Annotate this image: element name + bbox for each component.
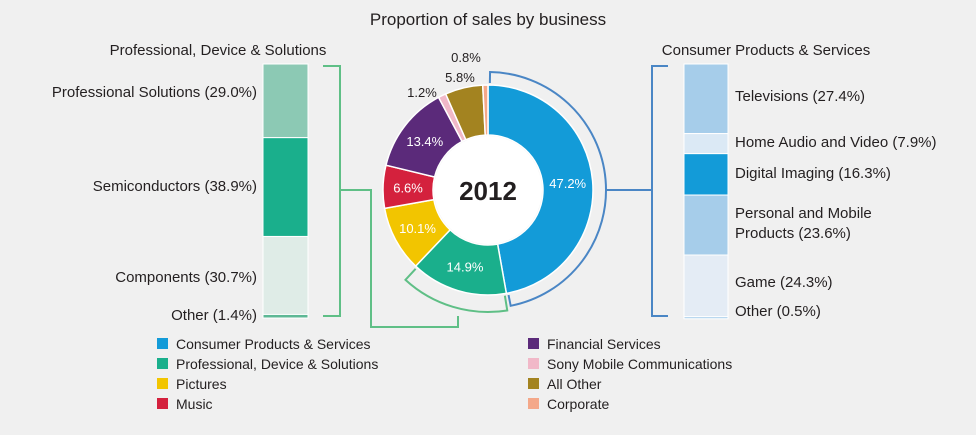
right-label-game-24-3: Game (24.3%) — [735, 274, 833, 291]
slice-consumer-products-services — [487, 84, 594, 295]
slice-label-all-other: 5.8% — [445, 70, 475, 85]
slice-label-financial-services: 13.4% — [406, 134, 443, 149]
consumer-arc-bracket — [488, 70, 607, 307]
donut-center — [434, 136, 542, 244]
right-bar-segment-digital-imaging-16-3 — [683, 153, 729, 196]
legend-label-financial-services: Financial Services — [547, 336, 661, 352]
right-bar-segment-home-audio-and-video-7-9 — [683, 133, 729, 155]
slice-corporate — [481, 84, 489, 136]
slice-label-sony-mobile-communications: 1.2% — [407, 85, 437, 100]
left-panel-title: Professional, Device & Solutions — [110, 42, 327, 59]
professional-panel-bracket — [323, 65, 341, 317]
legend-swatch-sony-mobile-communications — [528, 358, 539, 369]
legend-swatch-music — [157, 398, 168, 409]
legend-label-consumer-products-services: Consumer Products & Services — [176, 336, 371, 352]
slice-label-consumer-products-services: 47.2% — [549, 176, 586, 191]
legend-label-sony-mobile-communications: Sony Mobile Communications — [547, 356, 732, 372]
professional-arc-bracket — [404, 268, 509, 313]
left-label-other-1-4: Other (1.4%) — [171, 307, 257, 324]
legend-label-all-other: All Other — [547, 376, 602, 392]
right-bar-segment-personal-and-mobile-products-23-6 — [683, 194, 729, 256]
right-bar-segment-televisions-27-4 — [683, 63, 729, 135]
left-bar-segment-semiconductors-38-9 — [262, 137, 309, 237]
right-bar-segment-other-0-5 — [683, 316, 729, 320]
legend-swatch-pictures — [157, 378, 168, 389]
right-label-personal-and-mobile-products-23-6: Personal and Mobile Products (23.6%) — [735, 205, 872, 242]
right-label-televisions-27-4: Televisions (27.4%) — [735, 88, 865, 105]
left-label-components-30-7: Components (30.7%) — [115, 269, 257, 286]
slice-label-music: 6.6% — [393, 180, 423, 195]
right-panel-title: Consumer Products & Services — [662, 42, 870, 59]
legend-swatch-professional-device-solutions — [157, 358, 168, 369]
center-year-label: 2012 — [459, 176, 517, 206]
right-label-home-audio-and-video-7-9: Home Audio and Video (7.9%) — [735, 134, 937, 151]
left-label-professional-solutions-29-0: Professional Solutions (29.0%) — [52, 84, 257, 101]
left-bar-segment-components-30-7 — [262, 235, 309, 315]
legend-label-professional-device-solutions: Professional, Device & Solutions — [176, 356, 378, 372]
slice-label-corporate: 0.8% — [451, 50, 481, 65]
legend-swatch-consumer-products-services — [157, 338, 168, 349]
legend-swatch-financial-services — [528, 338, 539, 349]
right-label-other-0-5: Other (0.5%) — [735, 303, 821, 320]
legend-label-pictures: Pictures — [176, 376, 227, 392]
right-label-digital-imaging-16-3: Digital Imaging (16.3%) — [735, 165, 891, 182]
left-label-semiconductors-38-9: Semiconductors (38.9%) — [93, 178, 257, 195]
slice-label-pictures: 10.1% — [399, 221, 436, 236]
legend-label-music: Music — [176, 396, 213, 412]
slice-label-professional-device-solutions: 14.9% — [447, 260, 484, 275]
left-bar-segment-other-1-4 — [262, 313, 309, 319]
consumer-panel-bracket — [651, 65, 668, 317]
legend-label-corporate: Corporate — [547, 396, 609, 412]
right-bar-segment-game-24-3 — [683, 254, 729, 318]
legend-swatch-all-other — [528, 378, 539, 389]
chart-title: Proportion of sales by business — [370, 10, 606, 29]
professional-connector-line — [340, 189, 459, 328]
left-bar-segment-professional-solutions-29-0 — [262, 63, 309, 139]
legend-swatch-corporate — [528, 398, 539, 409]
